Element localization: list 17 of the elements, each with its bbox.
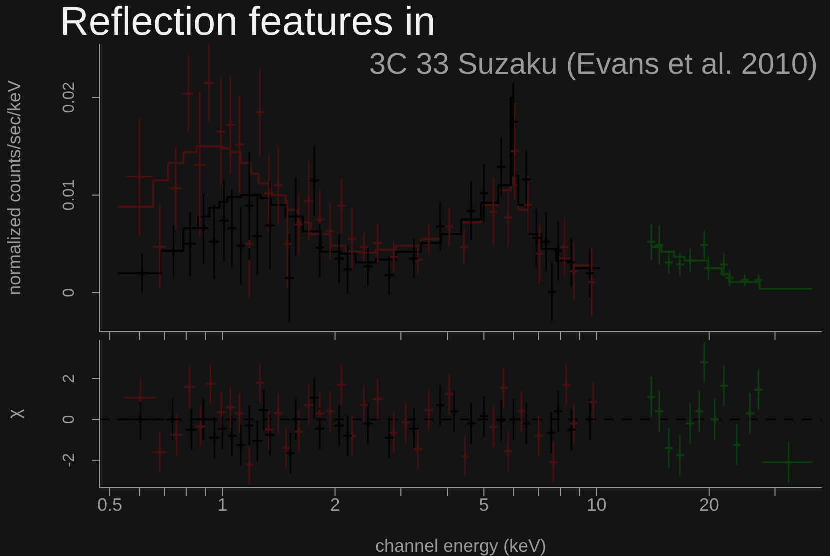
- y-tick-label: -2: [61, 453, 78, 468]
- y-tick-label: 0.01: [61, 180, 78, 211]
- x-axis-title: channel energy (keV): [375, 536, 547, 556]
- x-tick-label: 0.5: [98, 494, 123, 515]
- y-tick-label: 2: [61, 374, 78, 384]
- x-tick-label: 10: [586, 494, 607, 515]
- y-tick-label: 0.02: [61, 82, 78, 114]
- y-tick-label: 0: [61, 288, 78, 298]
- y-tick-label: 0: [61, 415, 78, 424]
- x-tick-label: 5: [479, 494, 490, 515]
- x-tick-label: 20: [699, 494, 720, 515]
- x-tick-label: 1: [218, 494, 228, 515]
- y-axis-title: normalized counts/sec/keV: [4, 80, 24, 296]
- y-axis-title: χ: [4, 408, 24, 419]
- x-tick-label: 2: [330, 494, 340, 515]
- chart-title: Reflection features in: [59, 0, 437, 44]
- annotation: 3C 33 Suzaku (Evans et al. 2010): [369, 48, 818, 82]
